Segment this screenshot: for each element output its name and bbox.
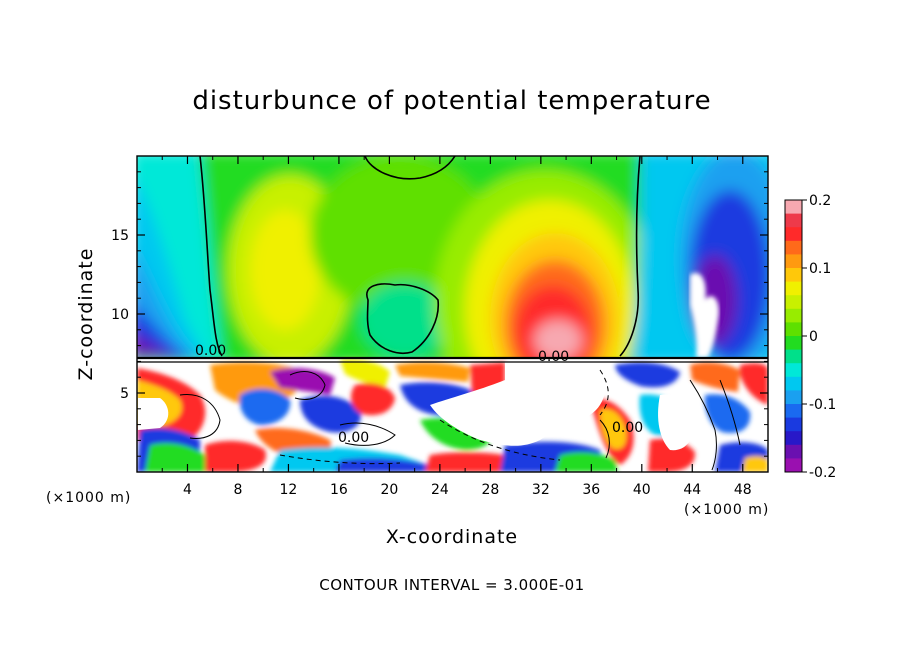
colorbar-swatch — [785, 281, 802, 296]
x-tick-label: 4 — [183, 482, 192, 498]
colorbar-swatch — [785, 376, 802, 391]
x-tick-label: 28 — [481, 482, 499, 498]
colorbar-tick-label: 0 — [809, 329, 818, 345]
colorbar-swatch — [785, 390, 802, 405]
y-tick-label: 10 — [111, 307, 129, 323]
colorbar-swatch — [785, 336, 802, 351]
x-tick-label: 48 — [734, 482, 752, 498]
contour-label: 0.00 — [538, 349, 569, 365]
colorbar-swatch — [785, 417, 802, 432]
contour-label: 0.00 — [338, 430, 369, 446]
colorbar: 0.2 0.1 0 -0.1 -0.2 — [784, 193, 836, 481]
contour-label: 0.00 — [195, 343, 226, 359]
x-tick-label: 8 — [233, 482, 242, 498]
plot-area — [137, 156, 768, 472]
colorbar-swatch — [785, 227, 802, 242]
x-axis-unit-left: (×1000 m) — [46, 490, 132, 506]
x-tick-label: 36 — [582, 482, 600, 498]
x-tick-label: 20 — [380, 482, 398, 498]
colorbar-tick-label: 0.1 — [809, 261, 831, 277]
colorbar-swatch — [785, 308, 802, 323]
colorbar-tick-label: 0.2 — [809, 193, 831, 209]
colorbar-swatch — [785, 404, 802, 419]
colorbar-swatch — [785, 268, 802, 283]
chart-title: disturbunce of potential temperature — [192, 86, 712, 116]
colorbar-swatch — [785, 444, 802, 459]
x-tick-label: 40 — [633, 482, 651, 498]
colorbar-swatch — [785, 458, 802, 473]
colorbar-swatch — [785, 213, 802, 228]
colorbar-tick-label: -0.2 — [809, 465, 836, 481]
contour-interval-note: CONTOUR INTERVAL = 3.000E-01 — [319, 576, 585, 594]
x-axis-unit-right: (×1000 m) — [684, 502, 770, 518]
colorbar-swatch — [785, 254, 802, 269]
x-tick-label: 12 — [280, 482, 298, 498]
colorbar-swatch — [785, 322, 802, 337]
x-tick-label: 16 — [330, 482, 348, 498]
colorbar-swatch — [785, 431, 802, 446]
y-axis: 5 10 15 — [111, 171, 768, 457]
colorbar-tick-label: -0.1 — [809, 397, 836, 413]
x-tick-label: 24 — [431, 482, 449, 498]
colorbar-swatch — [785, 363, 802, 378]
colorbar-swatch — [785, 200, 802, 215]
contour-label: 0.00 — [612, 420, 643, 436]
contour-lines — [137, 156, 768, 471]
colorbar-swatch — [785, 349, 802, 364]
lower-field — [137, 358, 768, 472]
colorbar-swatch — [785, 295, 802, 310]
x-tick-label: 44 — [683, 482, 701, 498]
x-axis-label: X-coordinate — [385, 526, 519, 548]
y-tick-label: 15 — [111, 228, 129, 244]
colorbar-swatch — [785, 240, 802, 255]
y-tick-label: 5 — [120, 386, 129, 402]
x-axis: 4 8 12 16 20 24 28 32 36 40 44 48 — [161, 156, 752, 498]
x-tick-label: 32 — [532, 482, 550, 498]
